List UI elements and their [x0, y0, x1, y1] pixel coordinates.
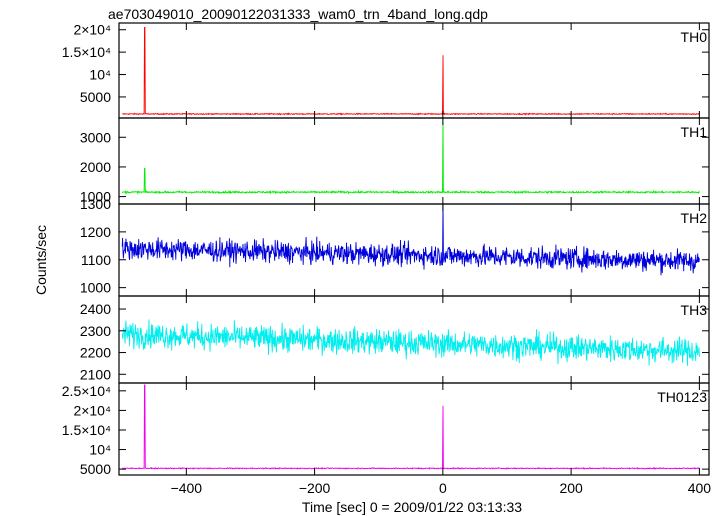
x-axis-label: Time [sec] 0 = 2009/01/22 03:13:33 [302, 499, 522, 515]
panel-th1-series-line [121, 117, 700, 195]
panel-th0123-label: TH0123 [657, 389, 707, 405]
panel-th0-ytick-label: 10⁴ [89, 67, 111, 83]
panel-th1-ytick-label: 3000 [80, 129, 111, 145]
panel-th3-series-line [121, 319, 700, 366]
panel-th0123-ytick-label: 2.5×10⁴ [62, 383, 111, 399]
panel-th1-ytick-label: 2000 [80, 159, 111, 175]
panel-th1-label: TH1 [681, 124, 708, 140]
panel-th3-ytick-label: 2300 [80, 323, 111, 339]
panel-th0123-frame [118, 382, 710, 476]
panel-th0123-ytick-label: 2×10⁴ [73, 402, 111, 418]
panel-th0123-ytick-label: 10⁴ [89, 442, 111, 458]
x-tick-label: 0 [439, 480, 447, 496]
x-tick-label: 400 [688, 480, 712, 496]
panel-th3-label: TH3 [681, 302, 708, 318]
panel-th3-ytick-label: 2200 [80, 345, 111, 361]
panel-th1-ytick-label: 1000 [80, 189, 111, 205]
panel-th3-ytick-label: 2400 [80, 301, 111, 317]
panel-th2-label: TH2 [681, 210, 708, 226]
panel-th2-series-line [121, 203, 700, 276]
x-tick-label: −200 [299, 480, 331, 496]
y-axis-label: Counts/sec [33, 225, 49, 295]
panel-th0123-series-line [121, 384, 700, 470]
panel-th0-ytick-label: 1.5×10⁴ [62, 44, 111, 60]
panel-th0-frame [118, 22, 710, 119]
panel-th2-ytick-label: 1000 [80, 280, 111, 296]
panel-th0-label: TH0 [681, 29, 708, 45]
panel-th0123-ytick-label: 5000 [80, 461, 111, 477]
panel-th0-series-line [122, 27, 700, 116]
panel-th2-ytick-label: 1200 [80, 224, 111, 240]
chart-title: ae703049010_20090122031333_wam0_trn_4ban… [108, 6, 488, 22]
panel-th0-ytick-label: 2×10⁴ [73, 22, 111, 38]
panel-th1-frame [118, 117, 710, 205]
panel-th2-ytick-label: 1300 [80, 196, 111, 212]
panel-th0123-ytick-label: 1.5×10⁴ [62, 422, 111, 438]
panel-th0-ytick-label: 5000 [80, 89, 111, 105]
x-tick-label: −400 [171, 480, 203, 496]
panel-th3-ytick-label: 2100 [80, 366, 111, 382]
panel-th2-ytick-label: 1100 [81, 252, 111, 268]
x-tick-label: 200 [559, 480, 583, 496]
